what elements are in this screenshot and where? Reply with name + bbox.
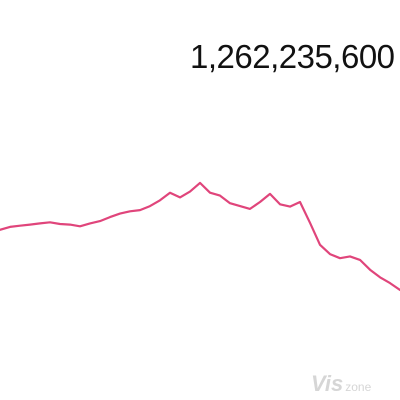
watermark-logo: Vis zone [311, 371, 371, 397]
series-line [0, 181, 400, 292]
watermark-main: Vis [311, 371, 344, 396]
watermark-sub: zone [345, 380, 372, 394]
series-points [0, 182, 400, 291]
value-readout: 1,262,235,600 [190, 38, 395, 75]
